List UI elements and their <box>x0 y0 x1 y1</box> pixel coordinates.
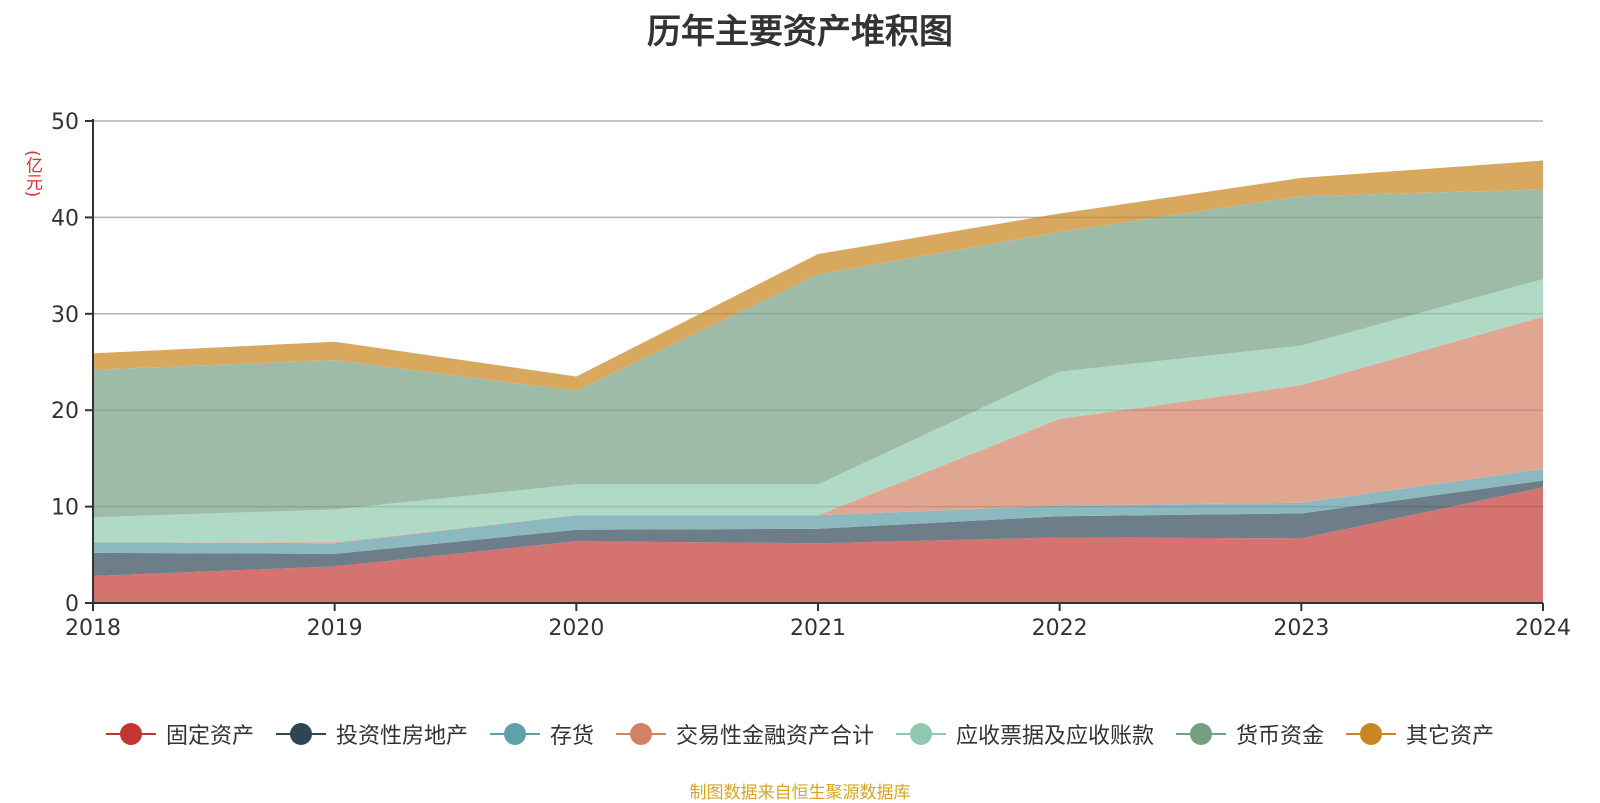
source-note: 制图数据来自恒生聚源数据库 <box>689 783 911 803</box>
y-tick-label: 50 <box>51 110 79 135</box>
legend-marker-icon <box>489 722 540 746</box>
area-series-7 <box>93 160 1543 391</box>
legend-item[interactable]: 存货 <box>489 718 594 750</box>
chart-title: 历年主要资产堆积图 <box>647 12 953 52</box>
area-layer <box>93 120 1543 603</box>
x-tick-label: 2018 <box>65 616 121 641</box>
legend-marker-icon <box>615 722 666 746</box>
legend-label: 其它资产 <box>1406 724 1495 749</box>
legend-marker-icon <box>275 722 326 746</box>
x-tick-label: 2021 <box>790 616 846 641</box>
legend-item[interactable]: 交易性金融资产合计 <box>615 718 874 750</box>
x-tick-label: 2019 <box>307 616 363 641</box>
y-axis-unit-label: (亿元) <box>22 150 42 198</box>
legend-label: 货币资金 <box>1236 724 1325 749</box>
area-series-1 <box>93 487 1543 603</box>
legend-label: 应收票据及应收账款 <box>956 724 1155 749</box>
legend-marker-icon <box>105 722 156 746</box>
y-tick-label: 30 <box>51 303 79 328</box>
area-series-4 <box>93 316 1543 544</box>
legend-marker-icon <box>1346 722 1397 746</box>
area-series-2 <box>93 480 1543 577</box>
y-tick-label: 20 <box>51 399 79 424</box>
legend-item[interactable]: 投资性房地产 <box>275 718 468 750</box>
legend-item[interactable]: 应收票据及应收账款 <box>896 718 1154 750</box>
y-tick-label: 10 <box>51 496 79 521</box>
y-tick-label: 40 <box>51 206 79 231</box>
axis-layer: 0 10 20 30 40 50 2018 2019 2020 2021 2022 2023 2024 <box>51 110 1571 641</box>
legend: 固定资产 投资性房地产 存货 交易性金融资产合计 应收票据及应收账款 货币资金 其它资产 <box>0 718 1600 750</box>
legend-marker-icon <box>896 722 946 746</box>
area-series-3 <box>93 469 1543 554</box>
legend-item[interactable]: 其它资产 <box>1346 718 1494 750</box>
legend-item[interactable]: 固定资产 <box>105 718 254 750</box>
x-tick-label: 2023 <box>1273 616 1329 641</box>
area-series-6 <box>93 189 1543 518</box>
x-tick-label: 2024 <box>1515 616 1571 641</box>
legend-item[interactable]: 货币资金 <box>1176 718 1324 750</box>
legend-label: 投资性房地产 <box>335 724 468 749</box>
x-tick-label: 2020 <box>548 616 604 641</box>
legend-label: 存货 <box>549 724 594 749</box>
legend-label: 交易性金融资产合计 <box>675 724 874 749</box>
legend-marker-icon <box>1176 722 1227 746</box>
legend-label: 固定资产 <box>165 724 254 749</box>
area-series-5 <box>93 279 1543 543</box>
x-tick-label: 2022 <box>1032 616 1088 641</box>
y-tick-label: 0 <box>65 592 79 617</box>
